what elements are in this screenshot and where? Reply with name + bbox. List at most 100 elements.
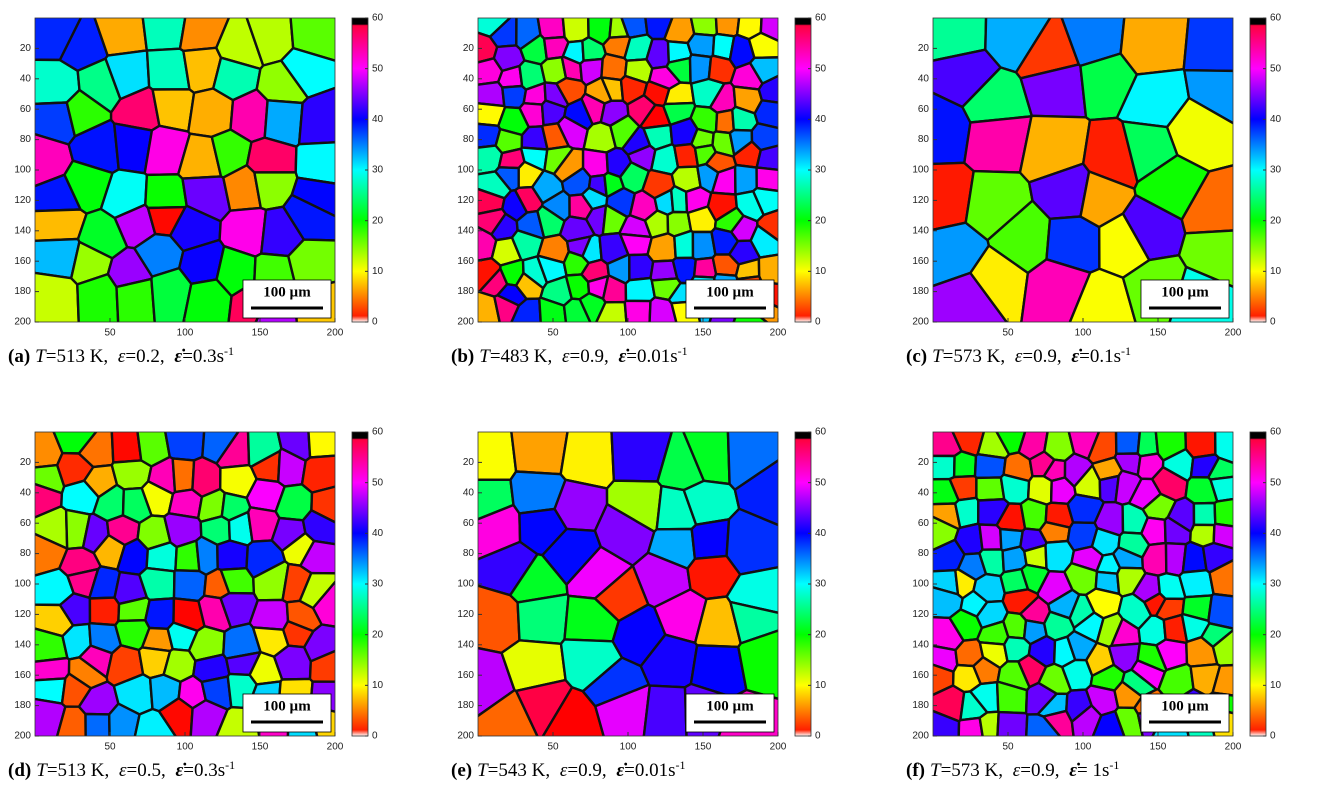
grain — [690, 13, 717, 36]
y-tick-label: 60 — [463, 518, 475, 529]
caption: (b)T=483 K, ε=0.9, ε̇=0.01s-1 — [451, 344, 688, 367]
y-tick-label: 80 — [463, 134, 475, 145]
caption-part: =0.9, — [570, 346, 614, 367]
y-tick-label: 120 — [14, 195, 31, 206]
scale-bar-label: 100 µm — [706, 284, 754, 300]
y-tick-label: 140 — [912, 639, 929, 650]
colorbar-tick-label: 0 — [372, 731, 378, 742]
panel: 5010015020020406080100120140160180200100… — [906, 13, 1282, 367]
scale-bar-label: 100 µm — [1161, 698, 1209, 714]
grain — [954, 451, 976, 477]
grain — [626, 278, 655, 301]
y-tick-label: 100 — [912, 165, 929, 176]
colorbar-tick-label: 60 — [372, 427, 384, 438]
y-tick-label: 200 — [14, 317, 31, 328]
grain — [648, 233, 676, 261]
grain — [30, 658, 69, 681]
grain — [583, 149, 608, 177]
y-tick-label: 40 — [20, 73, 32, 84]
caption: (a)T=513 K, ε=0.2, ε̇=0.3s-1 — [8, 344, 234, 367]
grain — [511, 427, 569, 474]
y-tick-label: 160 — [912, 256, 929, 267]
caption: (f)T=573 K, ε=0.9, ε̇= 1s-1 — [906, 758, 1119, 781]
y-tick-label: 100 — [912, 579, 929, 590]
x-tick-label: 200 — [1225, 328, 1242, 339]
y-tick-label: 200 — [457, 731, 474, 742]
grain — [643, 686, 686, 741]
colorbar-tick-label: 40 — [815, 528, 827, 539]
caption-part: =0.3s — [183, 760, 225, 781]
y-tick-label: 20 — [463, 457, 475, 468]
y-tick-label: 180 — [14, 286, 31, 297]
grain — [716, 13, 740, 36]
colorbar-tick-label: 0 — [815, 317, 821, 328]
scale-bar-label: 100 µm — [706, 698, 754, 714]
grain — [601, 54, 626, 80]
grain — [1194, 503, 1215, 525]
x-tick-label: 50 — [547, 328, 559, 339]
scale-bar-label: 100 µm — [1161, 284, 1209, 300]
colorbar-tick-label: 30 — [1270, 579, 1282, 590]
grain — [30, 272, 79, 327]
colorbar-tick-label: 20 — [815, 629, 827, 640]
caption-part: =0.01s — [624, 760, 675, 781]
caption: (d)T=513 K, ε=0.5, ε̇=0.3s-1 — [8, 758, 235, 781]
caption-part: =0.9, — [1020, 760, 1064, 781]
colorbar-tick-label: 20 — [815, 215, 827, 226]
y-tick-label: 120 — [457, 609, 474, 620]
colorbar-tick-label: 20 — [372, 215, 384, 226]
y-tick-label: 40 — [463, 73, 475, 84]
caption-part: =483 K, — [490, 346, 557, 367]
caption-part: =573 K, — [943, 346, 1010, 367]
grain — [473, 427, 516, 480]
y-tick-label: 20 — [20, 43, 32, 54]
colorbar-tick-label: 0 — [1270, 731, 1276, 742]
grain — [562, 13, 588, 42]
grain — [692, 519, 729, 559]
y-tick-label: 100 — [457, 579, 474, 590]
grain — [250, 600, 288, 630]
caption-part: -1 — [678, 344, 688, 358]
y-tick-label: 180 — [457, 286, 474, 297]
x-tick-label: 150 — [695, 742, 712, 753]
panel: 5010015020020406080100120140160180200100… — [8, 427, 384, 781]
colorbar-tick-label: 40 — [815, 114, 827, 125]
y-tick-label: 80 — [20, 134, 32, 145]
grain — [1138, 427, 1158, 456]
caption-part: = 1s — [1077, 760, 1109, 781]
y-tick-label: 20 — [463, 43, 475, 54]
caption-part: -1 — [1109, 758, 1119, 772]
colorbar-tick-label: 50 — [372, 477, 384, 488]
caption-part: =513 K, — [47, 760, 114, 781]
grain — [997, 712, 1027, 741]
grain — [625, 301, 651, 327]
y-tick-label: 120 — [912, 609, 929, 620]
x-tick-label: 100 — [620, 328, 637, 339]
y-tick-label: 60 — [918, 518, 930, 529]
colorbar-tick-label: 50 — [372, 63, 384, 74]
y-tick-label: 60 — [20, 518, 32, 529]
colorbar-tick-label: 40 — [1270, 114, 1282, 125]
y-tick-label: 140 — [457, 225, 474, 236]
grain — [117, 279, 156, 327]
grain — [975, 454, 1006, 478]
colorbar-tick-label: 20 — [372, 629, 384, 640]
caption-part: =0.5, — [127, 760, 171, 781]
y-tick-label: 160 — [14, 256, 31, 267]
x-tick-label: 200 — [1225, 742, 1242, 753]
colorbar-tick-label: 60 — [815, 427, 827, 438]
grain — [86, 714, 110, 741]
x-tick-label: 150 — [1150, 328, 1167, 339]
grain — [173, 458, 194, 492]
colorbar-tick-label: 40 — [1270, 528, 1282, 539]
colorbar-tick-label: 10 — [372, 680, 384, 691]
grain — [518, 594, 569, 644]
caption-part: -1 — [224, 344, 234, 358]
grain — [674, 231, 693, 258]
x-tick-label: 200 — [327, 328, 344, 339]
x-tick-label: 150 — [252, 328, 269, 339]
grain — [561, 427, 614, 488]
x-tick-label: 50 — [1002, 328, 1014, 339]
y-tick-label: 180 — [457, 700, 474, 711]
